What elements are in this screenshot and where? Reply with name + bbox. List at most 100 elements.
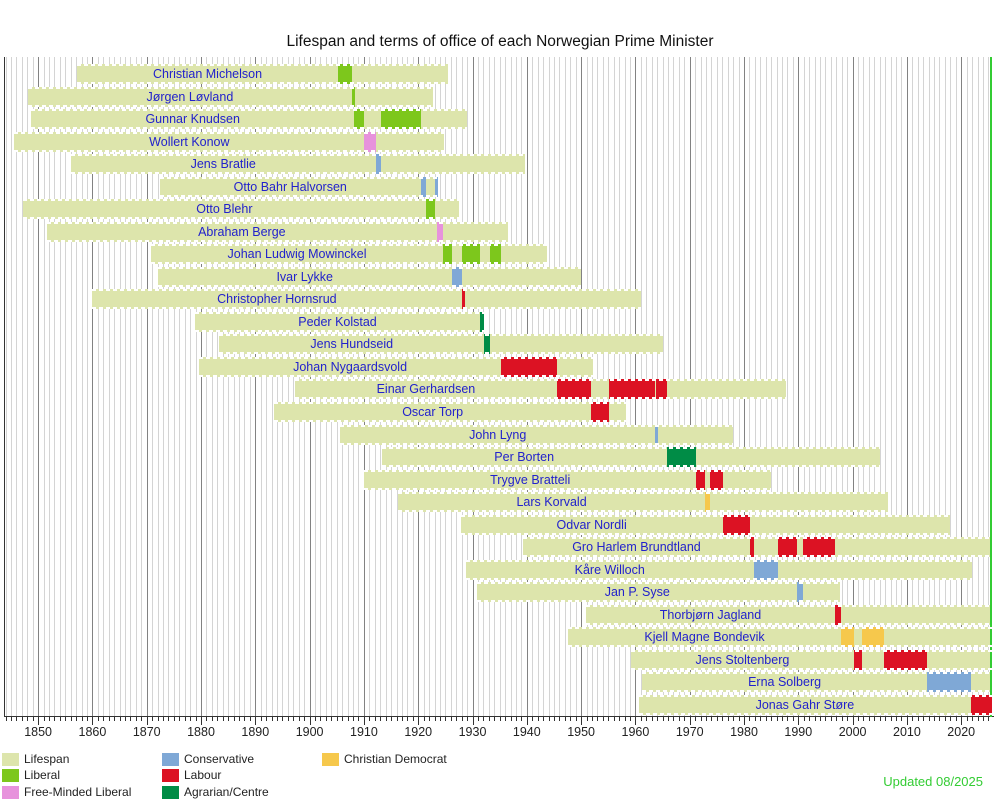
x-tick-year: [803, 717, 805, 721]
x-tick-year: [423, 717, 425, 721]
lifespan-bar: [22, 199, 460, 220]
x-tick-year: [97, 717, 99, 721]
term-of-office-segment: [970, 694, 992, 715]
x-tick-year: [830, 717, 832, 721]
bar-dash-edge: [46, 221, 508, 224]
gridline-year: [955, 57, 957, 716]
minister-row: Kåre Willoch: [5, 558, 992, 581]
minister-name-label: Kåre Willoch: [574, 562, 645, 577]
x-tick-label: 1970: [675, 725, 704, 739]
x-tick-year: [651, 717, 653, 721]
gridline-year: [874, 57, 876, 716]
x-tick-year: [10, 717, 12, 721]
lifespan-bar: [157, 266, 581, 287]
x-tick-year: [684, 717, 686, 721]
minister-name-label: Christopher Hornsrud: [217, 292, 337, 307]
x-tick-year: [499, 717, 501, 721]
x-tick-year: [982, 717, 984, 721]
gridline-year: [912, 57, 914, 716]
gridline-year: [820, 57, 822, 716]
term-of-office-segment: [352, 86, 355, 107]
x-tick-year: [206, 717, 208, 721]
gridline-year: [266, 57, 268, 716]
x-tick-year: [331, 717, 333, 721]
x-tick-year: [494, 717, 496, 721]
x-tick-year: [450, 717, 452, 721]
gridline-year: [239, 57, 241, 716]
x-tick-decade: [38, 717, 40, 725]
bar-dash-edge: [340, 424, 734, 427]
term-of-office-segment: [442, 244, 452, 265]
lifespan-bar: [381, 447, 881, 468]
gridline-year: [108, 57, 110, 716]
updated-note: Updated 08/2025: [883, 774, 983, 789]
x-tick-year: [125, 717, 126, 721]
x-tick-label: 1890: [241, 725, 270, 739]
gridline-year: [65, 57, 67, 716]
bar-dash-edge: [70, 154, 526, 157]
x-tick-decade: [798, 717, 800, 725]
minister-name-label: Jens Hundseid: [310, 337, 394, 352]
bar-dash-edge: [70, 172, 526, 175]
bar-dash-edge: [159, 194, 437, 197]
x-tick-year: [966, 717, 968, 721]
x-tick-decade: [363, 717, 365, 725]
lifespan-bar: [460, 514, 951, 535]
minister-row: Gro Harlem Brundtland: [5, 536, 992, 559]
gridline-decade: [38, 57, 40, 716]
gridline-year: [114, 57, 116, 716]
bar-dash-edge: [460, 532, 951, 535]
x-tick-decade: [744, 717, 745, 725]
gridline-year: [173, 57, 175, 716]
x-tick-year: [152, 717, 154, 721]
bar-dash-edge: [274, 420, 627, 422]
gridline-year: [32, 57, 34, 716]
lifespan-bar: [638, 694, 992, 715]
x-tick-year: [163, 717, 164, 721]
bar-dash-edge: [364, 487, 771, 490]
bar-dash-edge: [151, 262, 548, 265]
gridline-year: [293, 57, 295, 716]
gridline-year: [16, 57, 18, 716]
x-tick-year: [716, 717, 718, 721]
lifespan-bar: [465, 559, 972, 580]
bar-dash-edge: [477, 582, 841, 585]
gridline-year: [814, 57, 816, 716]
x-tick-year: [505, 717, 507, 721]
x-tick-year: [597, 717, 599, 721]
bar-dash-edge: [295, 397, 786, 400]
term-of-office-segment: [608, 379, 656, 400]
gridline-year: [863, 57, 865, 716]
x-tick-decade: [472, 717, 474, 725]
legend-swatch: [162, 785, 179, 799]
gridline-year: [890, 57, 892, 716]
x-tick-year: [820, 717, 822, 721]
gridline-year: [982, 57, 984, 716]
bar-dash-edge: [91, 307, 641, 310]
gridline-year: [934, 57, 936, 716]
gridline-year: [271, 57, 273, 716]
term-of-office-segment: [479, 311, 485, 332]
x-tick-year: [5, 717, 7, 721]
x-tick-year: [54, 717, 56, 721]
minister-row: Jørgen Løvland: [5, 86, 992, 109]
x-tick-label: 1910: [350, 725, 378, 739]
term-of-office-segment: [426, 199, 436, 220]
term-of-office-segment: [655, 424, 658, 445]
bar-dash-edge: [398, 492, 888, 495]
gridline-year: [885, 57, 887, 716]
bar-dash-edge: [465, 559, 972, 562]
minister-name-label: Odvar Nordli: [556, 517, 627, 532]
minister-name-label: Christian Michelson: [152, 67, 263, 82]
gridline-year: [48, 57, 50, 716]
bar-dash-edge: [631, 667, 992, 670]
minister-name-label: Jan P. Syse: [604, 585, 670, 600]
x-tick-year: [917, 717, 919, 721]
gridline-decade: [961, 57, 963, 716]
lifespan-bar: [199, 356, 594, 377]
gridline-year: [70, 57, 72, 716]
term-of-office-segment: [853, 649, 863, 670]
x-tick-year: [624, 717, 626, 721]
x-tick-year: [374, 717, 376, 721]
bar-dash-edge: [641, 690, 992, 693]
